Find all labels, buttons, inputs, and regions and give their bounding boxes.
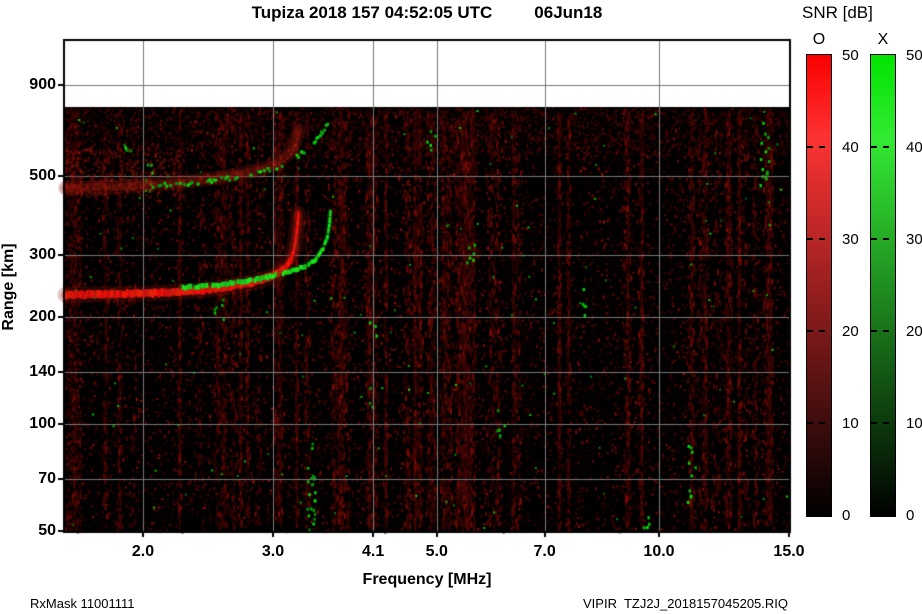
- y-tick-label: 200: [29, 308, 56, 326]
- colorbar-title: SNR [dB]: [802, 3, 873, 22]
- colorbar-tick-label: 50: [906, 47, 922, 64]
- x-tick-label: 3.0: [261, 543, 285, 560]
- colorbar-tick-label: 0: [906, 507, 915, 524]
- colorbar-tick-label: 10: [906, 415, 922, 432]
- colorbar-o-gradient: [806, 54, 832, 517]
- colorbar-tick-label: 30: [842, 231, 859, 248]
- colorbar-tick-label: 0: [842, 507, 851, 524]
- plot-title-date: 06Jun18: [534, 3, 603, 22]
- y-tick-label: 500: [29, 166, 56, 184]
- y-tick-label: 50: [38, 522, 56, 539]
- colorbar-tick-dash: [807, 238, 831, 240]
- rxmask-footer: RxMask 11001111: [30, 596, 135, 611]
- colorbar-tick-dash: [807, 146, 831, 148]
- y-tick-label: 300: [29, 245, 56, 263]
- x-tick-label: 7.0: [533, 543, 556, 560]
- y-tick-label: 70: [38, 470, 56, 488]
- colorbar-tick-label: 40: [842, 139, 859, 156]
- colorbar-tick-dash: [871, 238, 895, 240]
- colorbar-tick-dash: [807, 330, 831, 332]
- x-axis-title: Frequency [MHz]: [362, 571, 492, 588]
- plot-title: Tupiza 2018 157 04:52:05 UTC 06Jun18: [65, 3, 789, 23]
- colorbar-o-mode-label: O: [812, 31, 826, 48]
- colorbar-x-gradient: [870, 54, 896, 517]
- y-tick-label: 100: [29, 415, 56, 433]
- x-tick-label: 2.0: [131, 543, 155, 560]
- colorbar-tick-label: 40: [906, 139, 922, 156]
- colorbar-tick-label: 50: [842, 47, 859, 64]
- plot-title-station-time: Tupiza 2018 157 04:52:05 UTC: [251, 3, 493, 22]
- y-tick-label: 900: [29, 76, 56, 93]
- colorbar-x-mode-label: X: [877, 31, 889, 48]
- colorbar-tick-dash: [871, 330, 895, 332]
- colorbar-tick-dash: [871, 146, 895, 148]
- filename-footer: VIPIR TZJ2J_2018157045205.RIQ: [583, 596, 788, 611]
- colorbar-tick-label: 20: [906, 323, 922, 340]
- colorbar-tick-label: 30: [906, 231, 922, 248]
- colorbar-tick-dash: [871, 422, 895, 424]
- colorbar-tick-label: 10: [842, 415, 859, 432]
- x-tick-label: 5.0: [425, 543, 448, 560]
- colorbar-tick-dash: [807, 422, 831, 424]
- x-tick-label: 4.1: [362, 543, 385, 560]
- x-tick-label: 15.0: [773, 543, 805, 560]
- x-tick-label: 10.0: [643, 543, 675, 560]
- colorbar-tick-label: 20: [842, 323, 859, 340]
- y-tick-label: 140: [29, 363, 56, 381]
- y-axis-title: Range [km]: [0, 243, 17, 331]
